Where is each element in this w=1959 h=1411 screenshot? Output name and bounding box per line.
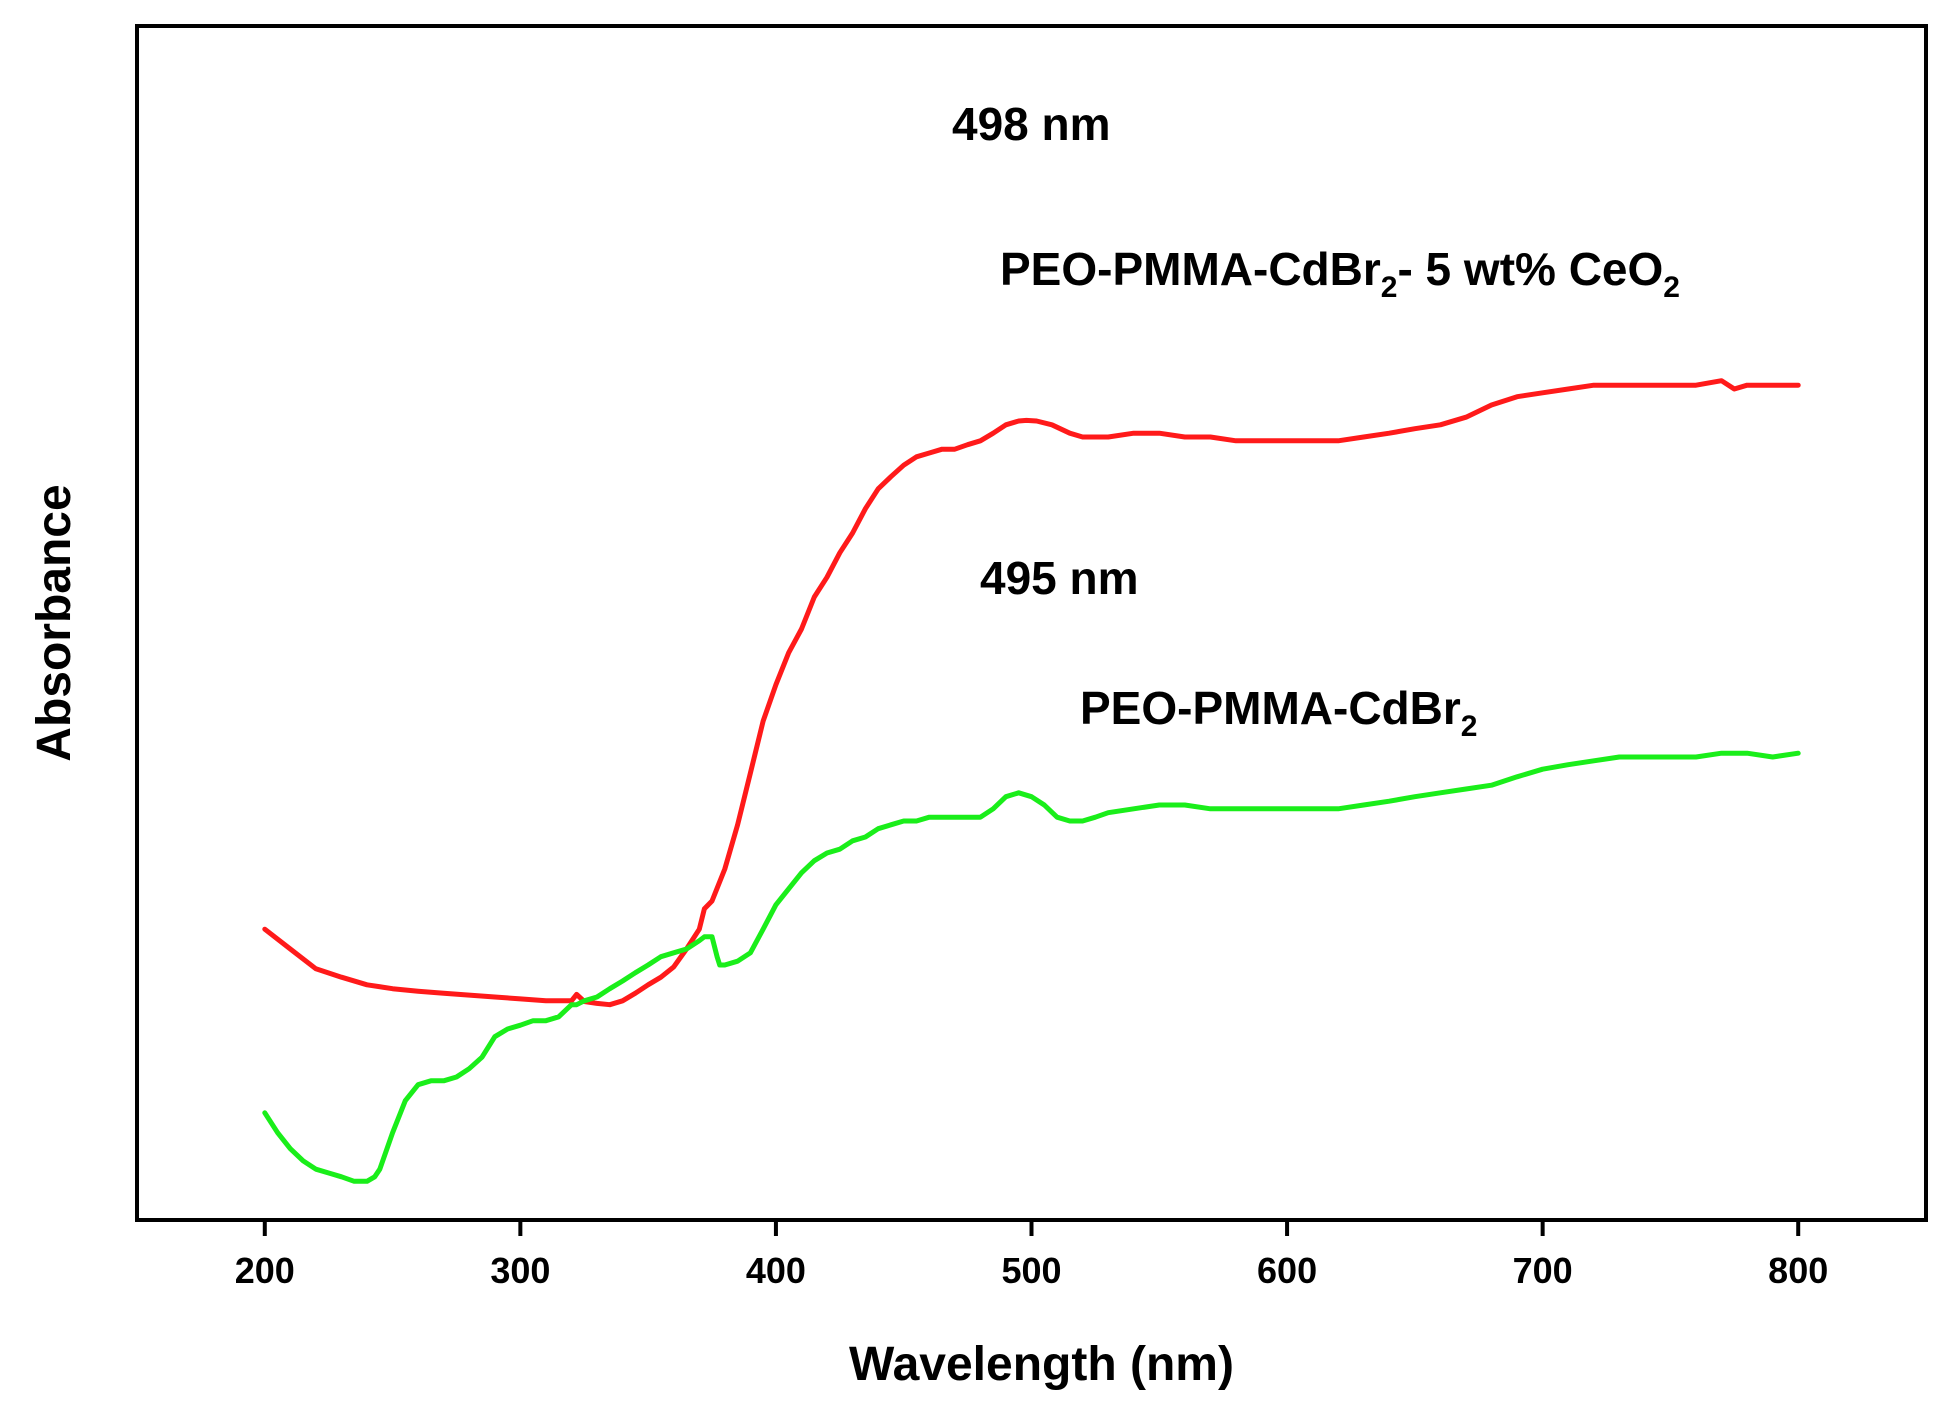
x-tick-label-200: 200 bbox=[235, 1250, 295, 1291]
series-label-ceo2-mid: - 5 wt% CeO bbox=[1397, 243, 1663, 295]
series-label-ceo2-main: PEO-PMMA-CdBr bbox=[1000, 243, 1381, 295]
x-tick-label-300: 300 bbox=[490, 1250, 550, 1291]
series-label-ceo2: PEO-PMMA-CdBr2- 5 wt% CeO2 bbox=[1000, 243, 1680, 304]
series-layer bbox=[262, 378, 1801, 1184]
x-tick-label-400: 400 bbox=[746, 1250, 806, 1291]
series-label-ceo2-sub2: 2 bbox=[1663, 271, 1680, 304]
series-line-cdbr2 bbox=[262, 750, 1801, 1184]
x-axis-title: Wavelength (nm) bbox=[849, 1338, 1234, 1391]
x-tick-label-800: 800 bbox=[1768, 1250, 1828, 1291]
y-axis-title: Absorbance bbox=[28, 484, 81, 761]
series-label-cdbr2: PEO-PMMA-CdBr2 bbox=[1080, 682, 1477, 743]
series-label-cdbr2-main: PEO-PMMA-CdBr bbox=[1080, 682, 1461, 734]
series-label-ceo2-sub1: 2 bbox=[1381, 271, 1398, 304]
x-tick-label-600: 600 bbox=[1257, 1250, 1317, 1291]
x-tick-label-700: 700 bbox=[1513, 1250, 1573, 1291]
label-layer: Absorbance Wavelength (nm) 498 nm 495 nm… bbox=[28, 98, 1680, 1391]
series-label-cdbr2-sub1: 2 bbox=[1461, 710, 1478, 743]
peak-annotation-495nm: 495 nm bbox=[980, 552, 1139, 604]
axes-group: 200 300 400 500 600 700 800 bbox=[135, 24, 1928, 1291]
peak-annotation-498nm: 498 nm bbox=[952, 98, 1111, 150]
x-tick-label-500: 500 bbox=[1001, 1250, 1061, 1291]
series-line-ceo2 bbox=[262, 378, 1801, 1008]
plot-frame bbox=[135, 24, 1928, 1222]
